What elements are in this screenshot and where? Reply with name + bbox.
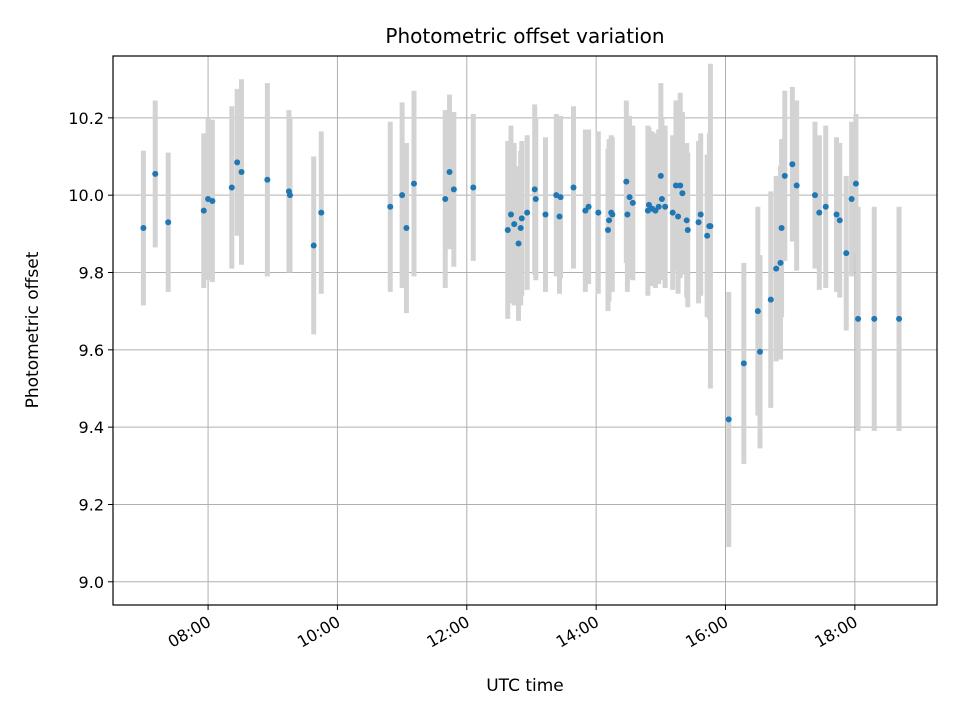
y-tick-label: 9.8 [79,264,104,283]
y-axis-title: Photometric offset [23,251,43,408]
data-point [318,209,325,216]
data-point [410,180,417,187]
data-point [504,226,511,233]
data-point [557,194,564,201]
data-point [623,178,630,185]
y-tick-label: 10.0 [68,186,104,205]
data-point [777,259,784,266]
data-point [595,209,602,216]
data-point [754,308,761,315]
data-point [507,211,514,218]
data-point [264,176,271,183]
data-point [662,203,669,210]
data-point [387,203,394,210]
x-axis-title: UTC time [486,676,564,696]
data-point [756,348,763,355]
data-point [515,240,522,247]
data-point [531,186,538,193]
data-point [605,226,612,233]
data-point [871,315,878,322]
data-point [165,219,172,226]
y-tick-label: 10.2 [68,109,104,128]
data-point [704,232,711,239]
data-point [511,221,518,228]
data-point [725,416,732,423]
data-point [556,213,563,220]
data-point [570,184,577,191]
data-point [310,242,317,249]
data-point [677,182,684,189]
data-point [200,207,207,214]
data-point [624,211,631,218]
data-point [450,186,457,193]
data-point [767,296,774,303]
data-point [778,225,785,232]
data-point [683,217,690,224]
data-point [793,182,800,189]
data-point [209,197,216,204]
data-point [629,199,636,206]
data-point [442,196,449,203]
data-point [855,315,862,322]
data-point [609,211,616,218]
data-point [773,265,780,272]
plot-frame [112,55,938,606]
chart-title: Photometric offset variation [385,24,664,48]
data-point [896,315,903,322]
data-point [626,194,633,201]
data-point [684,226,691,233]
data-point [585,203,592,210]
data-point [822,203,829,210]
data-point [707,223,714,230]
data-point [152,170,159,177]
data-point [852,180,859,187]
data-point [695,219,702,226]
y-tick-label: 9.6 [79,341,104,360]
data-point [287,192,294,199]
data-point [679,190,686,197]
y-tick-label: 9.2 [79,495,104,514]
data-point [672,182,679,189]
data-point [657,172,664,179]
data-point [140,225,147,232]
data-point [403,225,410,232]
data-point [811,192,818,199]
data-point [655,203,662,210]
data-point [843,250,850,257]
data-point [816,209,823,216]
data-point [781,172,788,179]
data-point [518,215,525,222]
data-point [848,196,855,203]
data-point [228,184,235,191]
data-points [140,159,903,423]
data-point [524,209,531,216]
data-point [669,209,676,216]
y-axis: 9.0 9.2 9.4 9.6 9.8 10.0 10.2 [68,109,113,592]
data-point [675,213,682,220]
data-point [399,192,406,199]
y-tick-label: 9.0 [79,573,104,592]
data-point [446,168,453,175]
data-point [532,196,539,203]
data-point [658,196,665,203]
data-point [789,161,796,168]
data-point [517,225,524,232]
y-tick-label: 9.4 [79,418,104,437]
data-point [234,159,241,166]
data-point [740,360,747,367]
data-point [836,217,843,224]
data-point [606,217,613,224]
data-point [470,184,477,191]
data-point [238,168,245,175]
data-point [697,211,704,218]
data-point [542,211,549,218]
data-point [833,211,840,218]
